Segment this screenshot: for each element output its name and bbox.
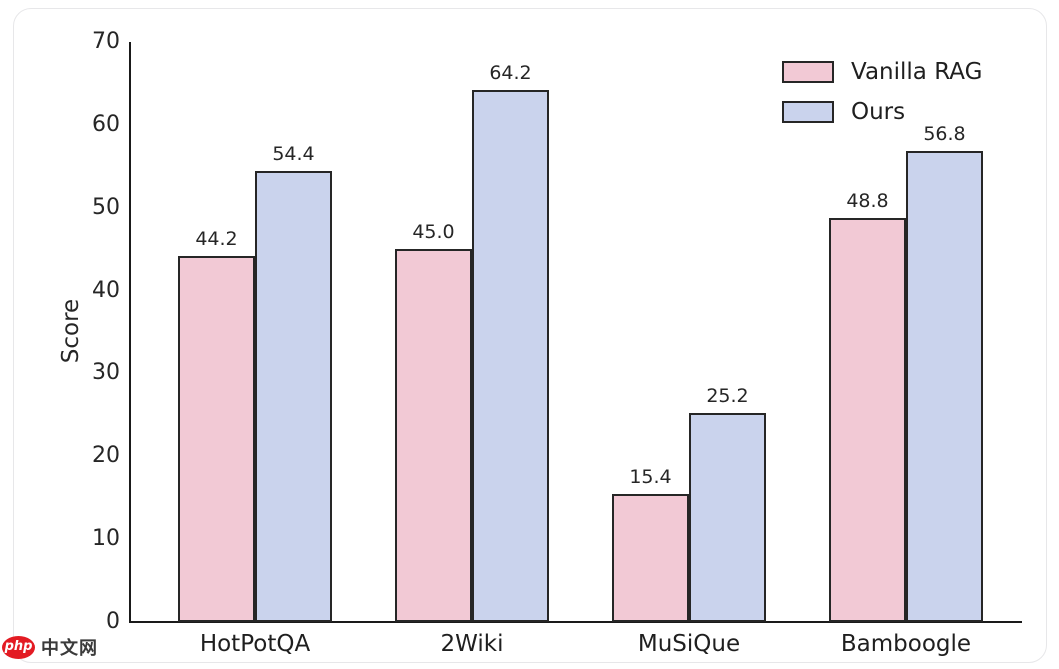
bar-vanilla-rag-bamboogle (829, 217, 906, 622)
y-axis-line (129, 42, 131, 623)
y-tick-label: 60 (92, 111, 120, 137)
bar-value-label: 25.2 (706, 385, 749, 408)
y-tick-label: 30 (92, 360, 120, 386)
legend-swatch-ours (782, 101, 834, 123)
bar-ours-bamboogle (906, 151, 983, 622)
y-tick-label: 50 (92, 194, 120, 220)
legend-label-vanilla-rag: Vanilla RAG (851, 59, 983, 85)
x-category-label-2wiki: 2Wiki (440, 631, 504, 657)
bar-value-label: 45.0 (412, 221, 455, 244)
bar-value-label: 44.2 (195, 227, 238, 250)
bar-vanilla-rag-hotpotqa (178, 255, 255, 622)
bar-value-label: 48.8 (846, 189, 889, 212)
y-tick-label: 10 (92, 526, 120, 552)
php-logo-icon: php (2, 635, 35, 659)
y-tick-label: 40 (92, 277, 120, 303)
bar-ours-2wiki (472, 90, 549, 622)
x-category-label-bamboogle: Bamboogle (840, 631, 972, 657)
legend-label-ours: Ours (851, 99, 906, 125)
legend-swatch-vanilla-rag (782, 61, 834, 83)
x-category-label-hotpotqa: HotPotQA (199, 631, 311, 657)
bar-value-label: 64.2 (489, 62, 532, 85)
bar-ours-hotpotqa (255, 171, 332, 622)
legend: Vanilla RAG Ours (782, 59, 983, 140)
legend-item-ours: Ours (782, 99, 982, 125)
legend-item-vanilla-rag: Vanilla RAG (782, 59, 983, 85)
bar-vanilla-rag-2wiki (395, 249, 472, 622)
watermark: php 中文网 (2, 634, 98, 660)
y-tick-label: 70 (92, 29, 120, 54)
x-category-label-musique: MuSiQue (637, 631, 741, 657)
y-tick-label: 20 (92, 443, 120, 469)
watermark-site-text: 中文网 (41, 638, 98, 659)
bar-ours-musique (689, 413, 766, 622)
y-tick-label: 0 (106, 609, 120, 634)
bar-value-label: 56.8 (923, 123, 966, 146)
bar-value-label: 54.4 (272, 143, 315, 166)
bar-value-label: 15.4 (629, 466, 672, 489)
x-axis-line (129, 621, 1022, 623)
y-axis-title: Score (58, 298, 84, 364)
bar-vanilla-rag-musique (612, 494, 689, 622)
